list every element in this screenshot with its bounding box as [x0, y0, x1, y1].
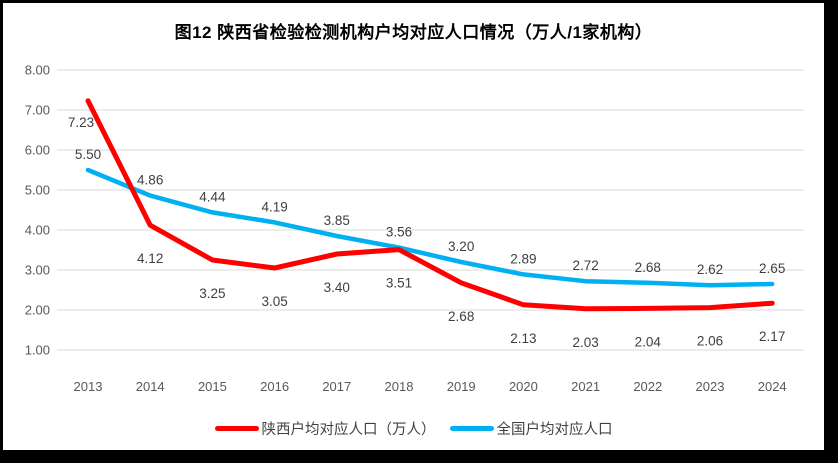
x-axis-tick-label: 2017: [322, 379, 351, 394]
x-axis-tick-label: 2022: [633, 379, 662, 394]
series-line-national: [85, 167, 775, 288]
x-axis-tick-label: 2024: [758, 379, 787, 394]
data-label-national: 2.72: [572, 258, 598, 273]
data-label-shaanxi: 4.12: [137, 251, 163, 266]
y-axis-tick-label: 1.00: [25, 343, 50, 358]
legend: 陕西户均对应人口（万人） 全国户均对应人口: [3, 415, 824, 441]
y-axis-tick-label: 6.00: [25, 143, 50, 158]
data-label-shaanxi: 3.05: [261, 294, 287, 309]
data-label-shaanxi: 2.17: [759, 329, 785, 344]
legend-label-shaanxi: 陕西户均对应人口（万人）: [261, 421, 436, 438]
data-label-national: 4.44: [199, 189, 226, 204]
data-label-shaanxi: 2.13: [510, 331, 536, 346]
data-label-national: 5.50: [75, 147, 101, 162]
data-label-national: 3.56: [386, 225, 412, 240]
x-axis-tick-label: 2020: [509, 379, 538, 394]
y-axis-tick-label: 3.00: [25, 263, 50, 278]
y-axis-tick-label: 5.00: [25, 183, 50, 198]
data-label-shaanxi: 3.25: [199, 286, 225, 301]
data-label-shaanxi: 2.04: [635, 334, 662, 349]
legend-label-national: 全国户均对应人口: [496, 421, 613, 438]
data-label-national: 2.89: [510, 251, 536, 266]
data-label-shaanxi: 3.40: [324, 280, 350, 295]
legend-swatch-shaanxi-icon: [214, 425, 259, 431]
data-label-national: 4.19: [261, 199, 287, 214]
y-axis-tick-label: 2.00: [25, 303, 50, 318]
x-axis-tick-label: 2014: [136, 379, 165, 394]
legend-item-shaanxi: 陕西户均对应人口（万人）: [214, 418, 436, 439]
x-axis-tick-label: 2013: [74, 379, 103, 394]
data-label-shaanxi: 2.06: [697, 334, 723, 349]
y-axis-tick-label: 4.00: [25, 223, 50, 238]
x-axis-tick-label: 2018: [385, 379, 414, 394]
x-axis-tick-label: 2019: [447, 379, 476, 394]
data-label-national: 2.62: [697, 262, 723, 277]
data-label-national: 3.85: [324, 213, 350, 228]
data-label-national: 3.20: [448, 239, 474, 254]
data-label-national: 4.86: [137, 173, 163, 188]
series-line-shaanxi: [85, 98, 775, 312]
y-axis-tick-label: 7.00: [25, 103, 50, 118]
data-label-national: 2.65: [759, 261, 785, 276]
x-axis-tick-label: 2021: [571, 379, 600, 394]
data-label-shaanxi: 2.03: [572, 335, 598, 350]
legend-item-national: 全国户均对应人口: [449, 418, 613, 439]
chart-canvas: 8.00 7.00 6.00 5.00 4.00 3.00 2.00 1.00 2013 2014…: [25, 63, 804, 394]
chart-area: 图12 陕西省检验检测机构户均对应人口情况（万人/1家机构） 8.00 7.00 6…: [3, 3, 824, 450]
y-axis-tick-label: 8.00: [25, 63, 50, 78]
x-axis-tick-label: 2015: [198, 379, 227, 394]
x-axis-tick-label: 2016: [260, 379, 289, 394]
data-label-shaanxi: 7.23: [68, 115, 94, 130]
data-label-shaanxi: 3.51: [386, 276, 412, 291]
data-label-national: 2.68: [635, 260, 661, 275]
legend-swatch-national-icon: [449, 425, 494, 431]
x-axis-tick-label: 2023: [696, 379, 725, 394]
data-label-shaanxi: 2.68: [448, 309, 474, 324]
chart-title: 图12 陕西省检验检测机构户均对应人口情况（万人/1家机构）: [174, 23, 653, 42]
